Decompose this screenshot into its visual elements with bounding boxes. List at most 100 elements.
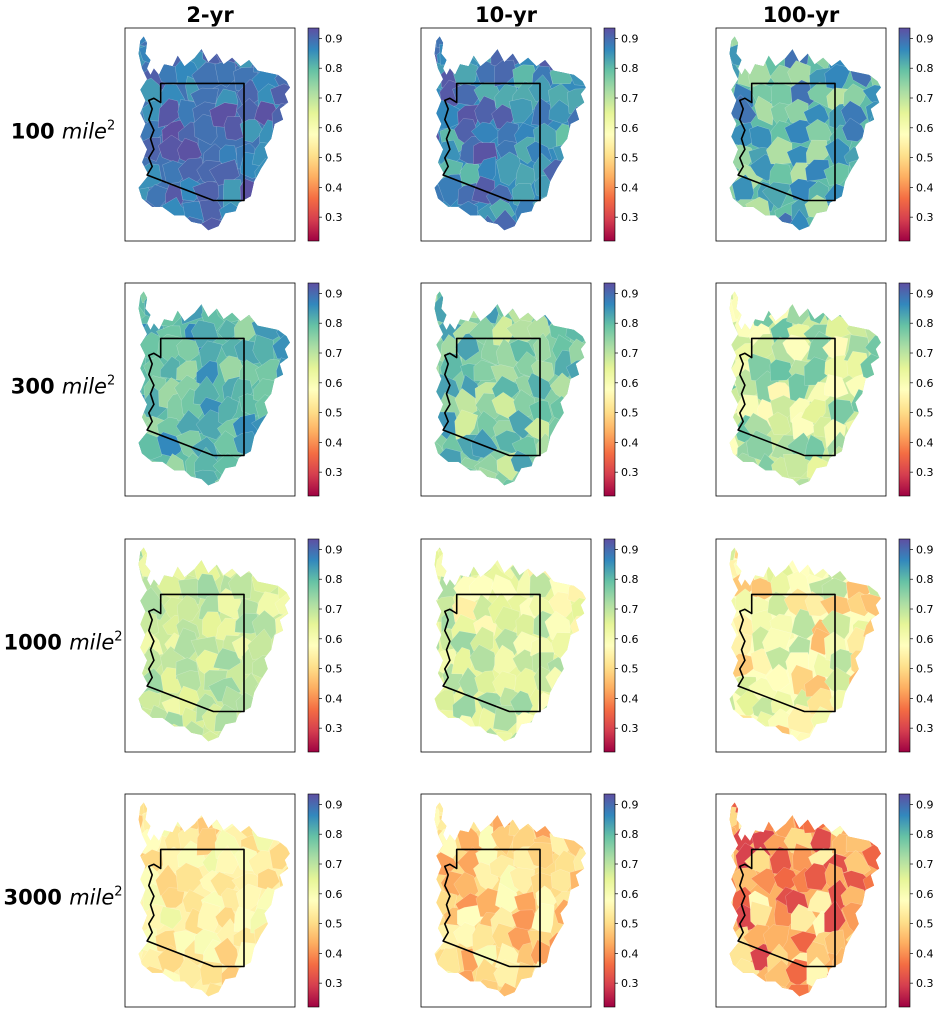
- map-panel-r1-c2: 0.3 0.4 0.5 0.6 0.7 0.8 0.9: [715, 282, 934, 497]
- subbasin-cell: [738, 809, 762, 831]
- subbasin-cell: [274, 457, 290, 484]
- subbasin-cell: [270, 161, 290, 189]
- subbasin-cell: [138, 612, 147, 644]
- subbasin-cell: [512, 220, 539, 231]
- colorbar-tick-label: 0.9: [621, 32, 639, 45]
- subbasin-cell: [439, 204, 461, 228]
- state-boundary: [146, 82, 245, 202]
- colorbar-tick-label: 0.9: [916, 287, 934, 300]
- subbasin-cell: [138, 648, 145, 678]
- subbasin-cell: [499, 547, 521, 566]
- subbasin-cell: [862, 36, 881, 56]
- subbasin-cell: [752, 806, 776, 834]
- colorbar-tick-label: 0.5: [325, 663, 343, 676]
- colorbar-tick-label: 0.6: [916, 633, 934, 646]
- colorbar-tick-label: 0.6: [621, 633, 639, 646]
- subbasin-cell: [251, 703, 280, 736]
- colorbar-tick-label: 0.7: [916, 603, 934, 616]
- colorbar: 0.3 0.4 0.5 0.6 0.7 0.8 0.9: [898, 282, 934, 497]
- colorbar-tick-label: 0.9: [325, 543, 343, 556]
- subbasin-cell: [749, 547, 775, 563]
- colorbar-tick-label: 0.9: [325, 32, 343, 45]
- subbasin-cell: [138, 883, 144, 915]
- subbasin-cell: [138, 980, 141, 997]
- subbasin-cell: [138, 728, 144, 742]
- subbasin-cell: [846, 433, 868, 466]
- subbasin-cell: [434, 802, 448, 817]
- subbasin-cell: [535, 458, 558, 481]
- subbasin-cell: [841, 194, 865, 224]
- subbasin-cell: [278, 416, 290, 445]
- colorbar-tick-label: 0.4: [621, 181, 639, 194]
- colorbar-tick-label: 0.6: [621, 122, 639, 135]
- subbasin-cell: [494, 802, 516, 819]
- colorbar-tick-label: 0.4: [325, 436, 343, 449]
- row-label-unit: mile: [69, 631, 114, 655]
- row-label-unit: mile: [62, 375, 107, 399]
- subbasin-cell: [458, 293, 487, 319]
- subbasin-cell: [825, 312, 851, 340]
- subbasin-cell: [256, 964, 281, 990]
- subbasin-cell: [729, 865, 737, 899]
- subbasin-cell: [868, 983, 881, 997]
- subbasin-cell: [866, 648, 881, 680]
- colorbar-gradient: [898, 538, 911, 753]
- subbasin-cell: [434, 981, 447, 997]
- subbasin-cell: [435, 970, 462, 996]
- subbasin-cell: [435, 221, 462, 231]
- state-boundary: [737, 82, 836, 202]
- subbasin-cell: [823, 217, 851, 231]
- subbasin-cell: [270, 921, 290, 953]
- subbasin-cell: [177, 291, 199, 310]
- subbasin-cell: [199, 960, 223, 986]
- subbasin-cell: [181, 547, 207, 562]
- subbasin-cell: [848, 159, 875, 183]
- subbasin-cell: [752, 722, 772, 742]
- colorbar-gradient: [307, 282, 320, 497]
- subbasin-cell: [257, 36, 280, 51]
- subbasin-cell: [434, 399, 439, 425]
- subbasin-cell: [572, 212, 586, 231]
- subbasin-cell: [571, 547, 586, 565]
- state-boundary: [442, 337, 541, 457]
- state-boundary: [737, 848, 836, 968]
- colorbar-tick-label: 0.8: [621, 573, 639, 586]
- colorbar-tick-label: 0.5: [325, 918, 343, 931]
- subbasin-cell: [749, 291, 775, 305]
- subbasin-cell: [790, 478, 814, 486]
- subbasin-cell: [253, 987, 279, 997]
- subbasin-cell: [861, 431, 881, 459]
- subbasin-cell: [824, 374, 849, 398]
- subbasin-cell: [787, 984, 810, 997]
- colorbar-tick-label: 0.5: [325, 152, 343, 165]
- subbasin-cell: [213, 36, 238, 53]
- row-label-unit: mile: [69, 886, 114, 910]
- subbasin-cell: [729, 592, 739, 622]
- subbasin-cell: [434, 337, 441, 365]
- colorbar-tick-label: 0.4: [916, 947, 934, 960]
- map-frame: [124, 282, 296, 497]
- subbasin-cells: [434, 547, 586, 742]
- map-frame: [715, 793, 887, 1008]
- subbasin-cell: [729, 693, 736, 718]
- column-title-2: 100-yr: [763, 3, 840, 27]
- subbasin-cell: [729, 352, 732, 380]
- subbasin-cell: [145, 36, 170, 51]
- subbasin-cell: [552, 291, 577, 304]
- subbasin-cell: [274, 377, 290, 405]
- subbasin-cell: [138, 291, 143, 305]
- map-frame: [715, 27, 887, 242]
- subbasin-cell: [159, 723, 187, 742]
- colorbar-tick-label: 0.6: [916, 377, 934, 390]
- subbasin-cell: [510, 547, 541, 559]
- subbasin-cell: [138, 75, 143, 108]
- colorbar-tick-label: 0.5: [325, 407, 343, 420]
- subbasin-cell: [846, 688, 867, 714]
- subbasin-cell: [765, 547, 796, 557]
- subbasin-cell: [274, 631, 290, 659]
- subbasin-cell: [567, 942, 586, 970]
- subbasin-cell: [434, 452, 446, 480]
- subbasin-cell: [526, 473, 555, 486]
- subbasin-cell: [862, 176, 881, 206]
- colorbar-gradient: [603, 793, 616, 1008]
